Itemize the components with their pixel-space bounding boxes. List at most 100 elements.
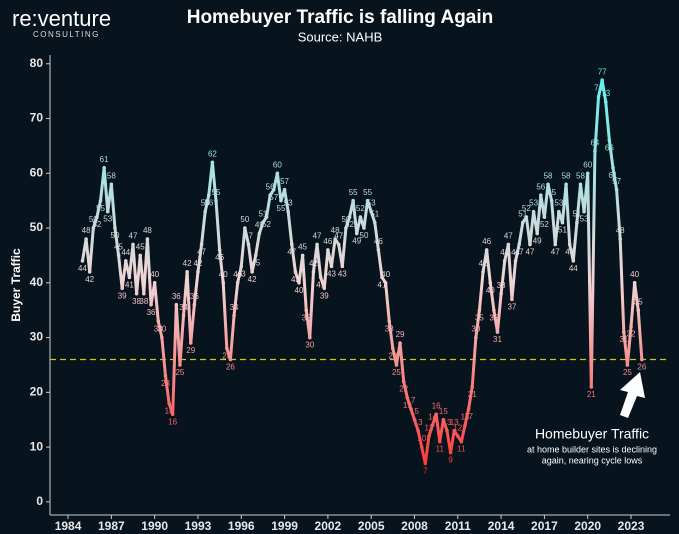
data-point <box>466 406 471 411</box>
data-label: 45 <box>298 243 307 252</box>
data-point <box>264 215 269 219</box>
data-point <box>585 171 590 176</box>
data-point <box>336 242 341 247</box>
data-point <box>279 198 283 203</box>
data-label: 35 <box>475 313 484 322</box>
data-point <box>625 363 630 367</box>
data-point <box>365 198 370 203</box>
data-label: 47 <box>515 248 524 257</box>
data-label: 47 <box>244 232 253 241</box>
data-point <box>434 412 438 417</box>
data-label: 48 <box>331 226 340 235</box>
data-point <box>542 215 547 219</box>
data-label: 12 <box>424 423 433 432</box>
data-label: 58 <box>576 171 585 180</box>
data-label: 53 <box>284 199 293 208</box>
data-point <box>98 198 103 203</box>
data-label: 31 <box>619 335 628 344</box>
data-point <box>167 401 171 406</box>
data-label: 35 <box>634 297 643 306</box>
data-point <box>603 100 608 104</box>
data-point <box>553 242 558 247</box>
data-label: 42 <box>183 259 192 268</box>
y-tick-label: 80 <box>30 56 44 70</box>
data-point <box>358 215 363 219</box>
data-point <box>250 270 254 274</box>
data-label: 38 <box>139 297 148 306</box>
data-label: 26 <box>637 363 646 372</box>
y-tick-label: 50 <box>30 220 44 234</box>
y-tick-label: 30 <box>30 330 44 344</box>
data-label: 26 <box>226 363 235 372</box>
data-point <box>206 193 211 197</box>
data-label: 25 <box>392 368 401 377</box>
data-point <box>499 291 503 296</box>
data-label: 34 <box>230 303 239 312</box>
data-label: 51 <box>518 210 527 219</box>
data-label: 52 <box>522 204 531 213</box>
data-label: 50 <box>341 215 350 224</box>
x-tick-label: 1996 <box>228 519 255 533</box>
data-point <box>409 406 413 411</box>
data-point <box>116 253 121 258</box>
data-point <box>196 270 200 274</box>
data-label: 32 <box>627 330 636 339</box>
data-point <box>416 428 420 433</box>
brand-name: re:venture <box>12 6 111 31</box>
data-point <box>427 434 431 438</box>
data-point <box>539 193 543 197</box>
data-point <box>326 248 330 252</box>
data-point <box>567 242 572 247</box>
data-point <box>528 242 532 247</box>
data-point <box>210 160 215 165</box>
data-label: 7 <box>423 467 428 476</box>
data-point <box>102 166 106 170</box>
data-point <box>95 215 99 219</box>
data-point <box>376 248 381 252</box>
data-point <box>405 396 410 400</box>
data-label: 11 <box>457 445 466 454</box>
data-point <box>535 231 539 236</box>
data-point <box>340 264 345 269</box>
data-point <box>289 242 294 247</box>
data-point <box>640 357 644 362</box>
data-point <box>304 308 309 312</box>
data-point <box>113 226 117 230</box>
data-point <box>138 253 143 258</box>
data-point <box>419 445 424 449</box>
data-point <box>185 270 189 274</box>
y-tick-label: 40 <box>30 275 44 289</box>
chart-title: Homebuyer Traffic is falling Again <box>187 7 494 28</box>
data-label: 46 <box>215 253 224 262</box>
data-label: 33 <box>385 324 394 333</box>
data-label: 46 <box>374 237 383 246</box>
data-label: 36 <box>190 292 199 301</box>
data-point <box>629 324 633 329</box>
data-point <box>423 461 428 466</box>
x-tick-label: 2005 <box>358 519 385 533</box>
data-point <box>502 259 507 263</box>
data-point <box>481 270 485 274</box>
data-point <box>636 308 641 312</box>
data-label: 36 <box>172 292 181 301</box>
data-label: 49 <box>352 237 361 246</box>
data-label: 39 <box>118 291 127 300</box>
data-point <box>437 439 442 444</box>
data-label: 42 <box>309 259 318 268</box>
data-label: 47 <box>129 232 138 241</box>
data-point <box>87 270 92 274</box>
data-point <box>203 209 207 214</box>
data-label: 52 <box>356 204 365 213</box>
annotation-line: at home builder sites is declining <box>527 444 657 454</box>
data-point <box>441 417 446 422</box>
data-label: 41 <box>378 280 387 289</box>
data-point <box>174 302 179 307</box>
data-point <box>286 209 290 214</box>
data-label: 30 <box>471 325 480 334</box>
data-label: 35 <box>489 313 498 322</box>
data-point <box>463 423 467 427</box>
data-point <box>622 330 626 334</box>
data-point <box>593 149 597 154</box>
data-line <box>80 78 644 466</box>
data-label: 15 <box>439 407 448 416</box>
